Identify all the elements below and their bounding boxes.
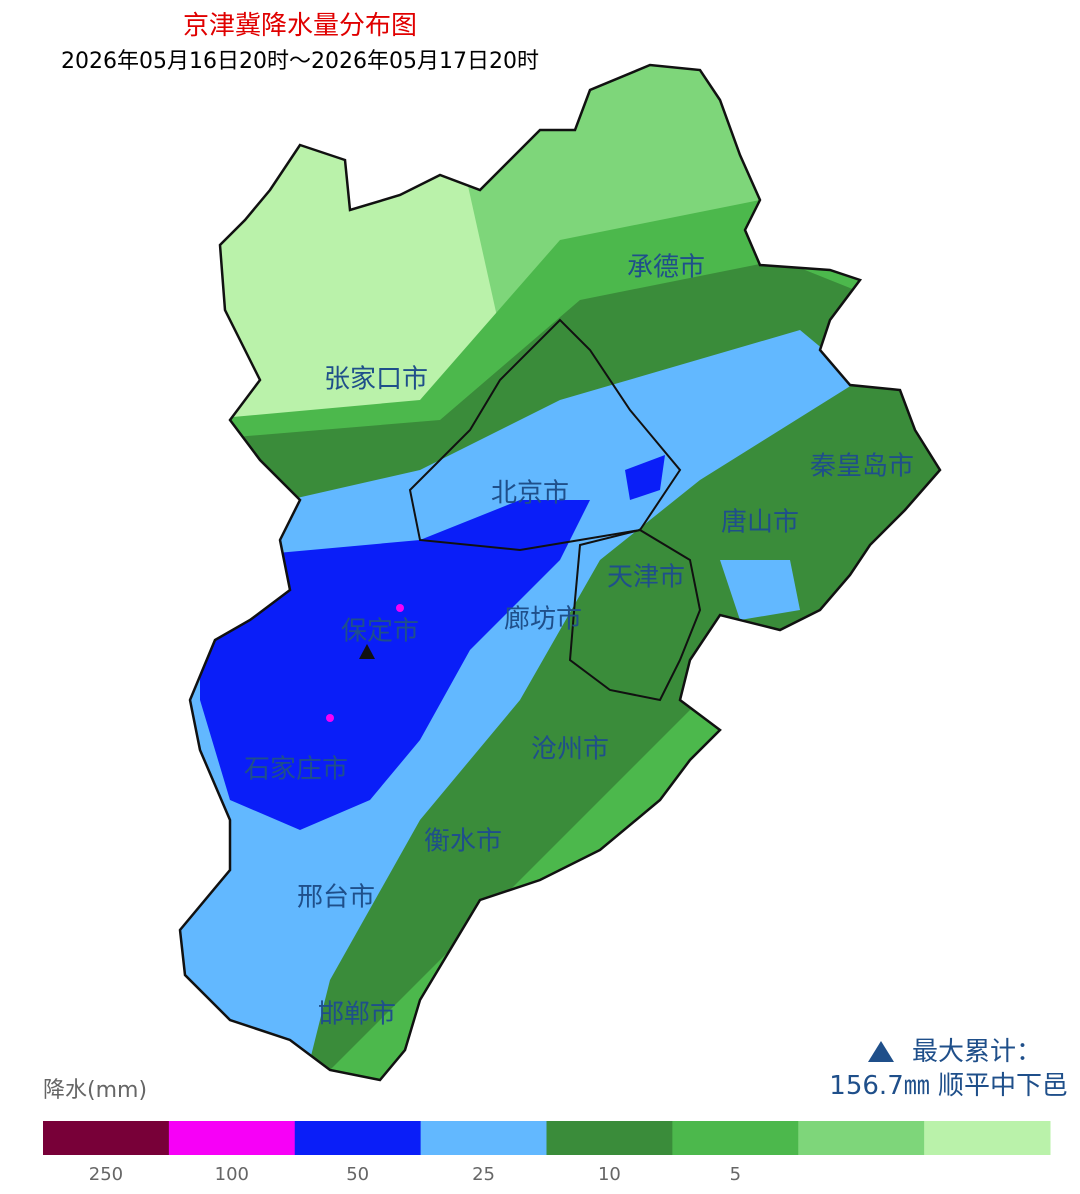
legend-swatch (798, 1121, 925, 1155)
city-label: 邯郸市 (318, 1000, 396, 1030)
legend-swatch (672, 1121, 799, 1155)
legend-swatch (43, 1121, 170, 1155)
rain-map (180, 65, 940, 1080)
legend-tick-label: 10 (598, 1164, 621, 1185)
tianjin-border (568, 528, 702, 702)
legend-triangle (868, 1041, 894, 1062)
subtitle: 2026年05月16日20时～2026年05月17日20时 (61, 49, 539, 74)
legend-swatch (294, 1121, 422, 1155)
legend-swatch (420, 1121, 547, 1155)
city-label: 沧州市 (531, 735, 609, 765)
city-label: 廊坊市 (504, 605, 582, 635)
legend-tick-label: 50 (346, 1164, 369, 1185)
city-label: 邢台市 (297, 883, 375, 913)
city-label: 张家口市 (324, 365, 428, 395)
title: 京津冀降水量分布图 (183, 11, 417, 41)
beijing-border (408, 318, 682, 552)
legend-title: 降水(mm) (43, 1078, 147, 1103)
city-label: 天津市 (607, 563, 685, 593)
legend-tick-label: 5 (730, 1164, 741, 1185)
legend: 250 100 50 25 10 5 (43, 1121, 1051, 1185)
legend-tick-label: 100 (215, 1164, 249, 1185)
city-label: 唐山市 (721, 508, 799, 538)
legend-tick-label: 250 (89, 1164, 123, 1185)
legend-swatch (924, 1121, 1051, 1155)
max-label: 最大累计： (912, 1037, 1042, 1067)
city-label: 承德市 (627, 253, 705, 283)
max-station-marker (359, 644, 375, 659)
city-label: 石家庄市 (244, 755, 348, 785)
max-value: 156.7㎜ 顺平中下邑 (829, 1071, 1068, 1101)
city-label: 衡水市 (424, 827, 502, 857)
legend-swatch (168, 1121, 296, 1155)
city-label: 秦皇岛市 (810, 452, 914, 482)
legend-tick-label: 25 (472, 1164, 495, 1185)
legend-swatch (546, 1121, 673, 1155)
city-label: 北京市 (491, 479, 569, 509)
city-label: 保定市 (341, 617, 419, 647)
